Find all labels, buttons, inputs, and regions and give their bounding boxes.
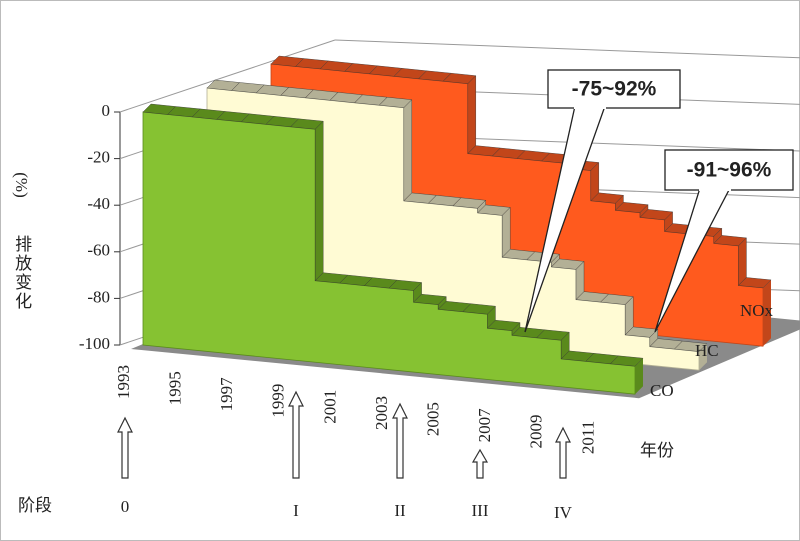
series-layer — [142, 55, 772, 395]
phase-label: 0 — [121, 497, 130, 516]
x-tick-label: 2011 — [578, 421, 597, 454]
x-tick-label: 2005 — [424, 402, 443, 436]
grid-line — [119, 39, 336, 113]
phase-arrow — [288, 390, 304, 479]
step-top — [737, 277, 772, 289]
series-label: CO — [650, 381, 674, 400]
x-tick-label: 1997 — [217, 377, 236, 412]
step-top — [609, 355, 644, 367]
step-riser — [403, 99, 412, 202]
phase-arrow — [471, 448, 489, 479]
x-tick-label: 2003 — [372, 396, 391, 430]
y-tick-label: -80 — [87, 287, 110, 306]
callout-join — [574, 104, 606, 109]
y-axis-title: 排放变化 — [12, 235, 32, 311]
phase-label: I — [293, 501, 299, 520]
y-axis-unit: (%) — [12, 172, 31, 197]
series-label: HC — [695, 341, 719, 360]
phase-label: III — [472, 501, 489, 520]
y-tick-label: 0 — [102, 101, 111, 120]
x-tick-label: 2007 — [475, 408, 494, 443]
x-axis-title: 年份 — [640, 441, 674, 460]
label-layer: 1993 1995 1997 1999 2001 2003 2005 2007 2009 2011… — [114, 301, 774, 454]
callout-box — [664, 149, 794, 191]
y-tick-label: -100 — [79, 334, 110, 353]
step-riser — [467, 75, 476, 155]
step-riser — [315, 120, 324, 282]
step-top — [673, 340, 708, 352]
callout-join — [699, 186, 731, 191]
x-tick-label: 1995 — [166, 371, 185, 405]
series-end — [699, 343, 707, 371]
annotation: -91~96% — [687, 159, 772, 182]
x-tick-label: 2001 — [320, 390, 339, 424]
series-end — [763, 279, 771, 347]
phase-arrow — [555, 426, 571, 479]
annotation: -75~92% — [572, 78, 657, 101]
phase-label: IV — [554, 503, 573, 522]
y-tick-label: -60 — [87, 241, 110, 260]
callout: -91~96% — [654, 149, 794, 333]
callout-box — [547, 69, 681, 109]
phase-arrows — [117, 390, 571, 479]
phase-label: II — [394, 501, 406, 520]
y-tick-label: -20 — [87, 148, 110, 167]
phase-arrow — [392, 402, 408, 479]
y-tick-label: -40 — [87, 194, 110, 213]
grid-line — [334, 39, 800, 59]
phase-arrow — [117, 416, 133, 479]
phase-title: 阶段 — [18, 496, 52, 515]
x-tick-label: 1993 — [114, 365, 133, 399]
callout: -75~92% — [524, 69, 681, 333]
series-label: NOx — [740, 301, 774, 320]
step-riser — [738, 237, 747, 286]
series-end — [635, 358, 643, 395]
x-tick-label: 2009 — [527, 415, 546, 449]
step-riser — [502, 206, 511, 258]
x-tick-label: 1999 — [269, 384, 288, 418]
